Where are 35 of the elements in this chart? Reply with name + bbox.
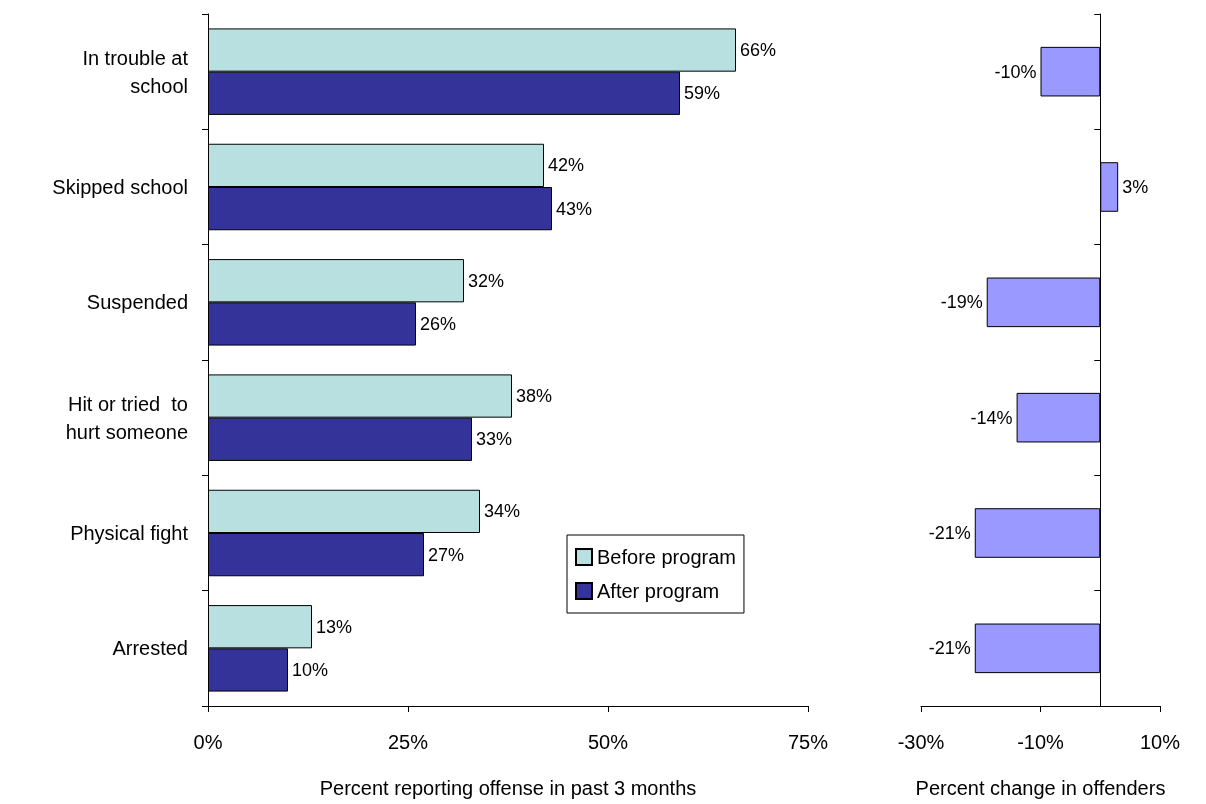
data-label: 42% [548,155,585,176]
data-label: 43% [556,198,593,219]
x-tick-label: 50% [587,731,629,753]
data-label: 59% [684,83,721,104]
data-label: -10% [994,61,1037,82]
data-label: 10% [292,659,329,680]
x-tick-label: 25% [387,731,429,753]
data-label: 66% [740,40,777,61]
data-label: 34% [484,501,521,522]
x-tick-label: 75% [787,731,829,753]
x-axis-title: Percent change in offenders [915,777,1166,799]
x-tick-label: 0% [193,731,223,753]
data-label: 3% [1122,177,1149,197]
y-tick-label: Hit or tried to hurt someone [65,392,188,443]
x-tick-label: -30% [897,731,945,753]
y-tick-label: Arrested [112,637,188,660]
data-label: -21% [928,638,971,659]
y-tick-label: Suspended [86,291,188,314]
data-label: -14% [970,407,1013,428]
data-label: 33% [476,429,513,450]
x-tick-label: -10% [1017,731,1065,753]
data-label: 27% [428,544,465,565]
x-tick-label: 10% [1139,731,1181,753]
data-label: 26% [420,313,457,334]
data-label: 32% [468,270,505,291]
data-label: -19% [940,292,983,313]
y-tick-label: In trouble at school [82,46,189,97]
y-tick-label: Physical fight [70,522,189,544]
data-label: 38% [516,386,553,407]
data-label: -21% [928,523,971,543]
legend-label: Before program [597,546,736,568]
x-axis-title: Percent reporting offense in past 3 months [319,777,697,799]
y-tick-label: Skipped school [52,176,188,198]
legend-label: After program [597,580,720,602]
data-label: 13% [316,616,353,637]
